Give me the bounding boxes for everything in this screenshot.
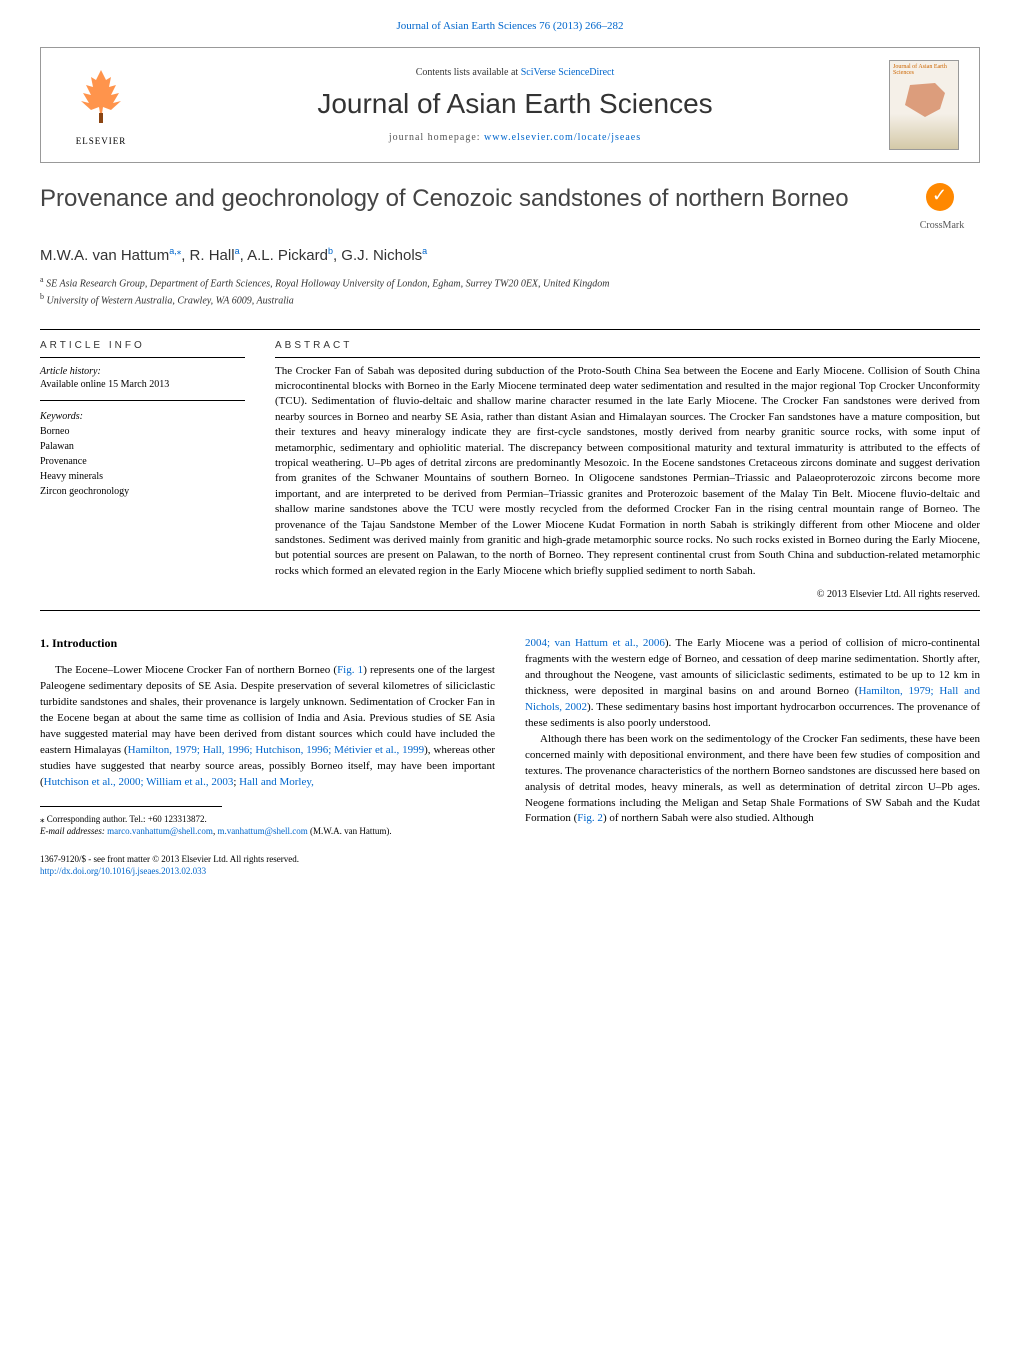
sciencedirect-link[interactable]: SciVerse ScienceDirect (521, 67, 615, 78)
corresponding-author-note: ⁎ Corresponding author. Tel.: +60 123313… (40, 813, 495, 826)
journal-ref-link[interactable]: Journal of Asian Earth Sciences 76 (2013… (397, 20, 624, 32)
footnotes: ⁎ Corresponding author. Tel.: +60 123313… (40, 813, 495, 838)
author-4: , G.J. Nichols (333, 247, 422, 264)
keyword-item: Palawan (40, 439, 245, 454)
article-info-heading: ARTICLE INFO (40, 340, 245, 358)
contents-prefix: Contents lists available at (416, 67, 521, 78)
footnote-separator (40, 806, 222, 807)
elsevier-logo: ELSEVIER (61, 65, 141, 146)
body-column-left: 1. Introduction The Eocene–Lower Miocene… (40, 636, 495, 878)
homepage-line: journal homepage: www.elsevier.com/locat… (141, 132, 889, 143)
body-column-right: 2004; van Hattum et al., 2006). The Earl… (525, 636, 980, 878)
email-link[interactable]: marco.vanhattum@shell.com (107, 826, 213, 836)
info-divider (40, 400, 245, 401)
paragraph: The Eocene–Lower Miocene Crocker Fan of … (40, 663, 495, 791)
figure-ref[interactable]: Fig. 2 (577, 812, 603, 824)
citation-link[interactable]: 2004; van Hattum et al., 2006 (525, 637, 665, 649)
crossmark-text: CrossMark (920, 220, 964, 231)
journal-header: ELSEVIER Contents lists available at Sci… (40, 47, 980, 163)
body-text: 2004; van Hattum et al., 2006). The Earl… (525, 636, 980, 827)
title-row: Provenance and geochronology of Cenozoic… (40, 183, 980, 234)
body-text: The Eocene–Lower Miocene Crocker Fan of … (40, 663, 495, 791)
journal-cover-thumbnail: Journal of Asian Earth Sciences (889, 60, 959, 150)
info-abstract-container: ARTICLE INFO Article history: Available … (40, 329, 980, 611)
journal-title: Journal of Asian Earth Sciences (141, 88, 889, 120)
keyword-item: Zircon geochronology (40, 484, 245, 499)
history-date: Available online 15 March 2013 (40, 379, 245, 390)
keyword-item: Heavy minerals (40, 469, 245, 484)
affiliation-a: a SE Asia Research Group, Department of … (40, 274, 980, 291)
figure-ref[interactable]: Fig. 1 (337, 664, 363, 676)
author-1-affil: a,⁎ (169, 246, 181, 256)
affiliations: a SE Asia Research Group, Department of … (40, 274, 980, 309)
affiliation-b: b University of Western Australia, Crawl… (40, 291, 980, 308)
crossmark-badge[interactable]: CrossMark (900, 183, 980, 234)
abstract-text: The Crocker Fan of Sabah was deposited d… (275, 364, 980, 579)
issn-copyright: 1367-9120/$ - see front matter © 2013 El… (40, 853, 495, 866)
contents-line: Contents lists available at SciVerse Sci… (141, 67, 889, 78)
author-2: , R. Hall (181, 247, 234, 264)
elsevier-tree-icon (61, 65, 141, 132)
doi-link[interactable]: http://dx.doi.org/10.1016/j.jseaes.2013.… (40, 866, 206, 876)
citation-link[interactable]: Hutchison et al., 2000; William et al., … (44, 776, 234, 788)
journal-reference: Journal of Asian Earth Sciences 76 (2013… (40, 20, 980, 32)
section-heading: 1. Introduction (40, 636, 495, 651)
authors-line: M.W.A. van Hattuma,⁎, R. Hall a , A.L. Pic… (40, 246, 980, 264)
history-label: Article history: (40, 366, 245, 377)
body-columns: 1. Introduction The Eocene–Lower Miocene… (40, 636, 980, 878)
paragraph: Although there has been work on the sedi… (525, 732, 980, 828)
cover-label: Journal of Asian Earth Sciences (893, 64, 947, 76)
citation-link[interactable]: Hall and Morley, (239, 776, 314, 788)
keyword-item: Borneo (40, 424, 245, 439)
email-link[interactable]: m.vanhattum@shell.com (217, 826, 307, 836)
article-title: Provenance and geochronology of Cenozoic… (40, 183, 880, 214)
paragraph: 2004; van Hattum et al., 2006). The Earl… (525, 636, 980, 732)
abstract-heading: ABSTRACT (275, 340, 980, 358)
author-3: , A.L. Pickard (240, 247, 328, 264)
abstract-column: ABSTRACT The Crocker Fan of Sabah was de… (260, 330, 980, 610)
author-1: M.W.A. van Hattum (40, 247, 169, 264)
email-line: E-mail addresses: marco.vanhattum@shell.… (40, 825, 495, 838)
cover-map-graphic (900, 81, 950, 121)
keywords-label: Keywords: (40, 411, 245, 422)
abstract-copyright: © 2013 Elsevier Ltd. All rights reserved… (275, 589, 980, 600)
bottom-metadata: 1367-9120/$ - see front matter © 2013 El… (40, 853, 495, 878)
keywords-list: Borneo Palawan Provenance Heavy minerals… (40, 424, 245, 499)
crossmark-icon (926, 183, 954, 211)
elsevier-text: ELSEVIER (61, 136, 141, 146)
author-4-affil[interactable]: a (422, 246, 427, 256)
header-center: Contents lists available at SciVerse Sci… (141, 67, 889, 143)
citation-link[interactable]: Hamilton, 1979; Hall, 1996; Hutchison, 1… (128, 744, 424, 756)
keyword-item: Provenance (40, 454, 245, 469)
homepage-prefix: journal homepage: (389, 132, 484, 143)
article-info-column: ARTICLE INFO Article history: Available … (40, 330, 260, 610)
homepage-link[interactable]: www.elsevier.com/locate/jseaes (484, 132, 641, 143)
